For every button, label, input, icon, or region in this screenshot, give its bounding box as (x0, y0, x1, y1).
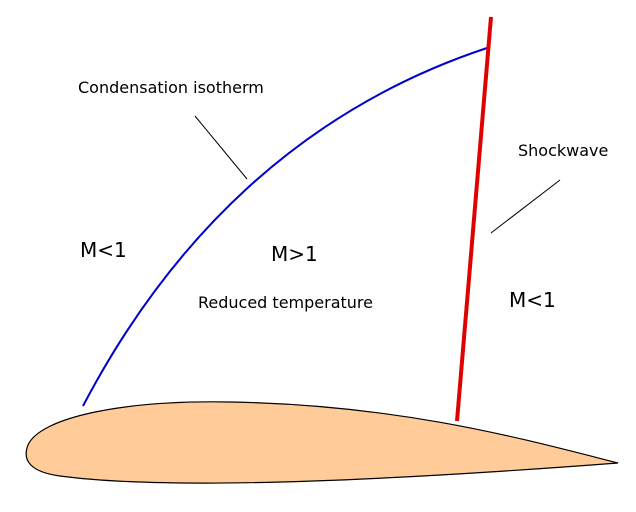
reduced-temperature-label: Reduced temperature (198, 293, 373, 312)
condensation-isotherm-curve (82, 47, 488, 407)
mach-supersonic-label: M>1 (271, 242, 318, 266)
mach-subsonic-left-label: M<1 (80, 238, 127, 262)
mach-subsonic-right-label: M<1 (509, 288, 556, 312)
shockwave-line (455, 16, 493, 422)
airfoil-shape (25, 401, 619, 484)
isotherm-leader-line (194, 115, 248, 180)
shockwave-leader-line (490, 179, 561, 234)
condensation-isotherm-label: Condensation isotherm (78, 78, 264, 97)
shockwave-label: Shockwave (518, 141, 608, 160)
